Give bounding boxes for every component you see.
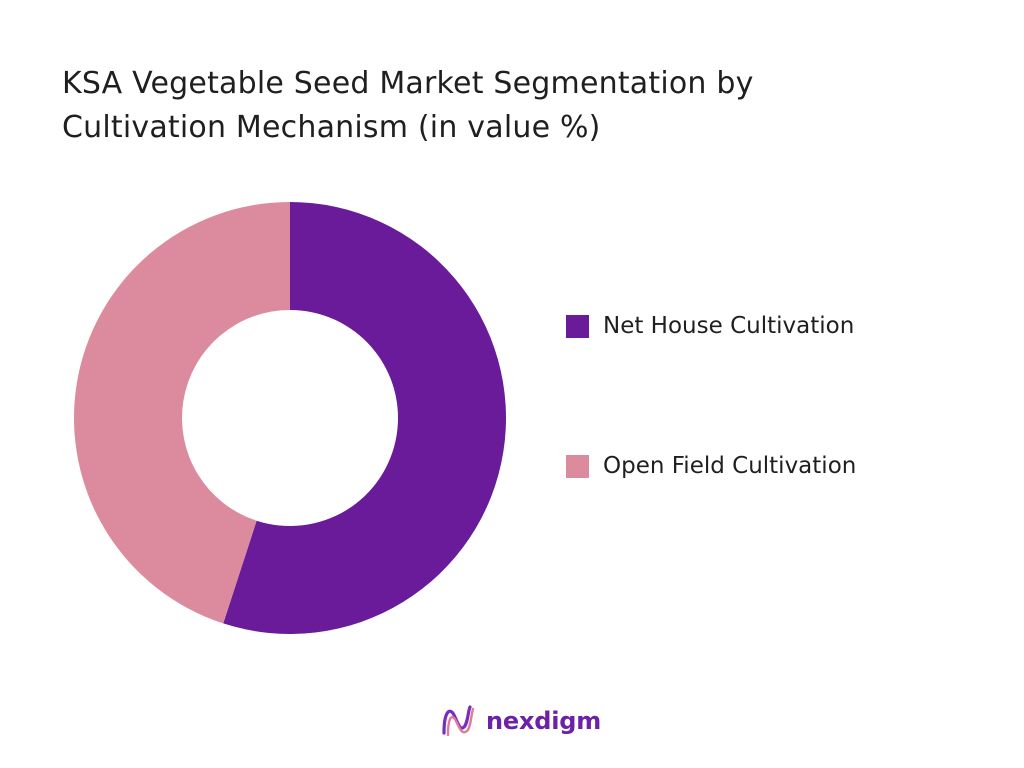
donut-slice-net-house-cultivation	[223, 202, 507, 634]
legend-item-net-house: Net House Cultivation	[566, 307, 1006, 345]
chart-title-line-1: KSA Vegetable Seed Market Segmentation b…	[62, 66, 754, 101]
legend-label-open-field: Open Field Cultivation	[603, 453, 857, 479]
legend-swatch-net-house	[566, 314, 589, 338]
legend-swatch-open-field	[566, 454, 589, 478]
chart-title-line-2: Cultivation Mechanism (in value %)	[62, 110, 601, 145]
chart-legend: Net House Cultivation Open Field Cultiva…	[566, 307, 1006, 485]
nexdigm-logo-icon	[442, 705, 475, 737]
brand-footer: nexdigm	[440, 701, 601, 741]
legend-label-net-house: Net House Cultivation	[603, 313, 855, 339]
legend-item-open-field: Open Field Cultivation	[566, 447, 1006, 485]
chart-title: KSA Vegetable Seed Market Segmentation b…	[62, 62, 962, 150]
donut-slice-open-field-cultivation	[74, 202, 290, 624]
brand-name: nexdigm	[486, 707, 602, 735]
